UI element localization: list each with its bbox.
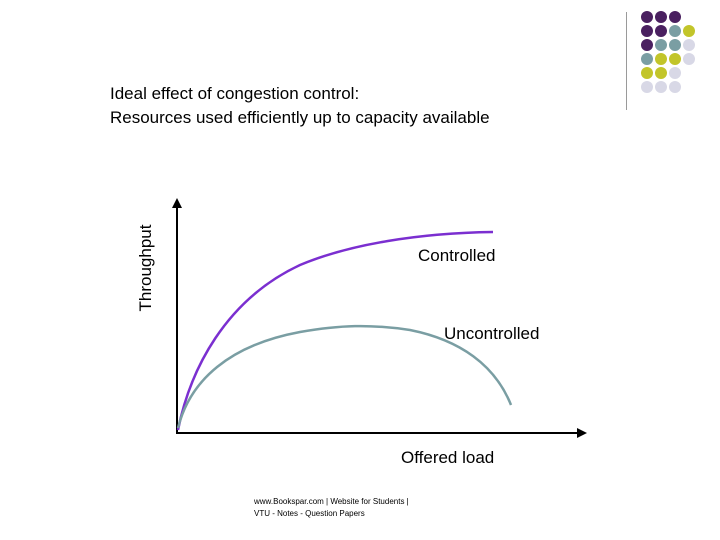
footer-line-1: www.Bookspar.com | Website for Students …: [254, 497, 409, 506]
decor-dot: [641, 53, 653, 65]
slide-title-line-2: Resources used efficiently up to capacit…: [110, 108, 490, 127]
decor-dot: [655, 67, 667, 79]
decor-dot: [669, 11, 681, 23]
decor-dot: [669, 67, 681, 79]
decor-dot: [683, 53, 695, 65]
y-axis-label: Throughput: [136, 224, 155, 312]
decor-dot: [683, 25, 695, 37]
decor-dot: [683, 39, 695, 51]
decor-dot: [641, 25, 653, 37]
decor-dot: [669, 39, 681, 51]
decor-dot: [655, 53, 667, 65]
controlled-label: Controlled: [418, 246, 496, 265]
footer: www.Bookspar.com | Website for Students …: [254, 496, 409, 520]
decor-divider: [626, 12, 627, 110]
decor-dot: [669, 25, 681, 37]
decor-dot: [641, 39, 653, 51]
x-axis-label: Offered load: [401, 448, 495, 467]
decor-dot: [641, 11, 653, 23]
footer-line-2: VTU - Notes - Question Papers: [254, 509, 365, 518]
decor-dot: [641, 67, 653, 79]
uncontrolled-curve: [176, 324, 513, 429]
decor-dot: [655, 81, 667, 93]
controlled-curve: [176, 230, 494, 431]
slide-title-line-1: Ideal effect of congestion control:: [110, 84, 360, 103]
decor-dot-grid: [641, 11, 695, 93]
uncontrolled-label: Uncontrolled: [444, 324, 540, 343]
decor-dot: [655, 11, 667, 23]
decor-dot: [669, 81, 681, 93]
decor-dot: [669, 53, 681, 65]
decor-dot: [655, 25, 667, 37]
decor-dot: [655, 39, 667, 51]
decor-dot: [641, 81, 653, 93]
